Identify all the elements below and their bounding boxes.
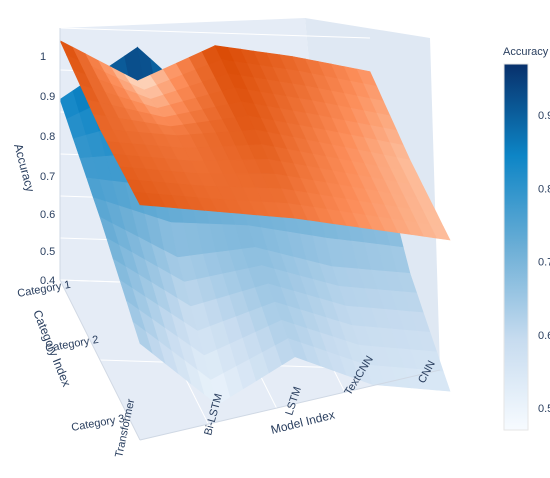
colorbar-tick-label: 0.7 [538,257,550,269]
colorbar-tick-label: 0.5 [538,403,550,415]
colorbar: Accuracy 0.5 0.6 0.7 0.8 0.9 [503,46,550,431]
z-tick-label: 0.7 [40,171,55,183]
surface-patch [429,224,451,241]
x-axis-line [139,369,441,441]
x-axis-title: Model Index [269,408,336,437]
colorbar-title: Accuracy [503,46,549,58]
colorbar-tick-label: 0.6 [538,330,550,342]
z-tick-label: 0.4 [40,275,55,287]
colorbar-tick-label: 0.8 [538,183,550,195]
floor-grid-line [139,439,451,451]
z-tick-label: 0.6 [40,209,55,221]
z-tick-label: 1 [40,51,46,63]
z-ticks: 0.4 0.5 0.6 0.7 0.8 0.9 1 [40,51,55,287]
z-tick-label: 0.5 [40,246,55,258]
surface-0 [59,39,451,241]
wall-grid-line [59,27,371,39]
axis-lines [59,28,441,441]
surface-patch [429,370,451,392]
y-tick-label: Category 3 [70,413,125,434]
y-axis-line [59,279,141,441]
z-tick-label: 0.8 [40,131,55,143]
z-axis-title: Accuracy [11,142,37,193]
colorbar-gradient [503,63,529,431]
colorbar-tick-label: 0.9 [538,110,550,122]
surfaces [59,39,451,406]
colorbar-ticks: 0.5 0.6 0.7 0.8 0.9 [538,110,550,415]
z-tick-label: 0.9 [40,91,55,103]
